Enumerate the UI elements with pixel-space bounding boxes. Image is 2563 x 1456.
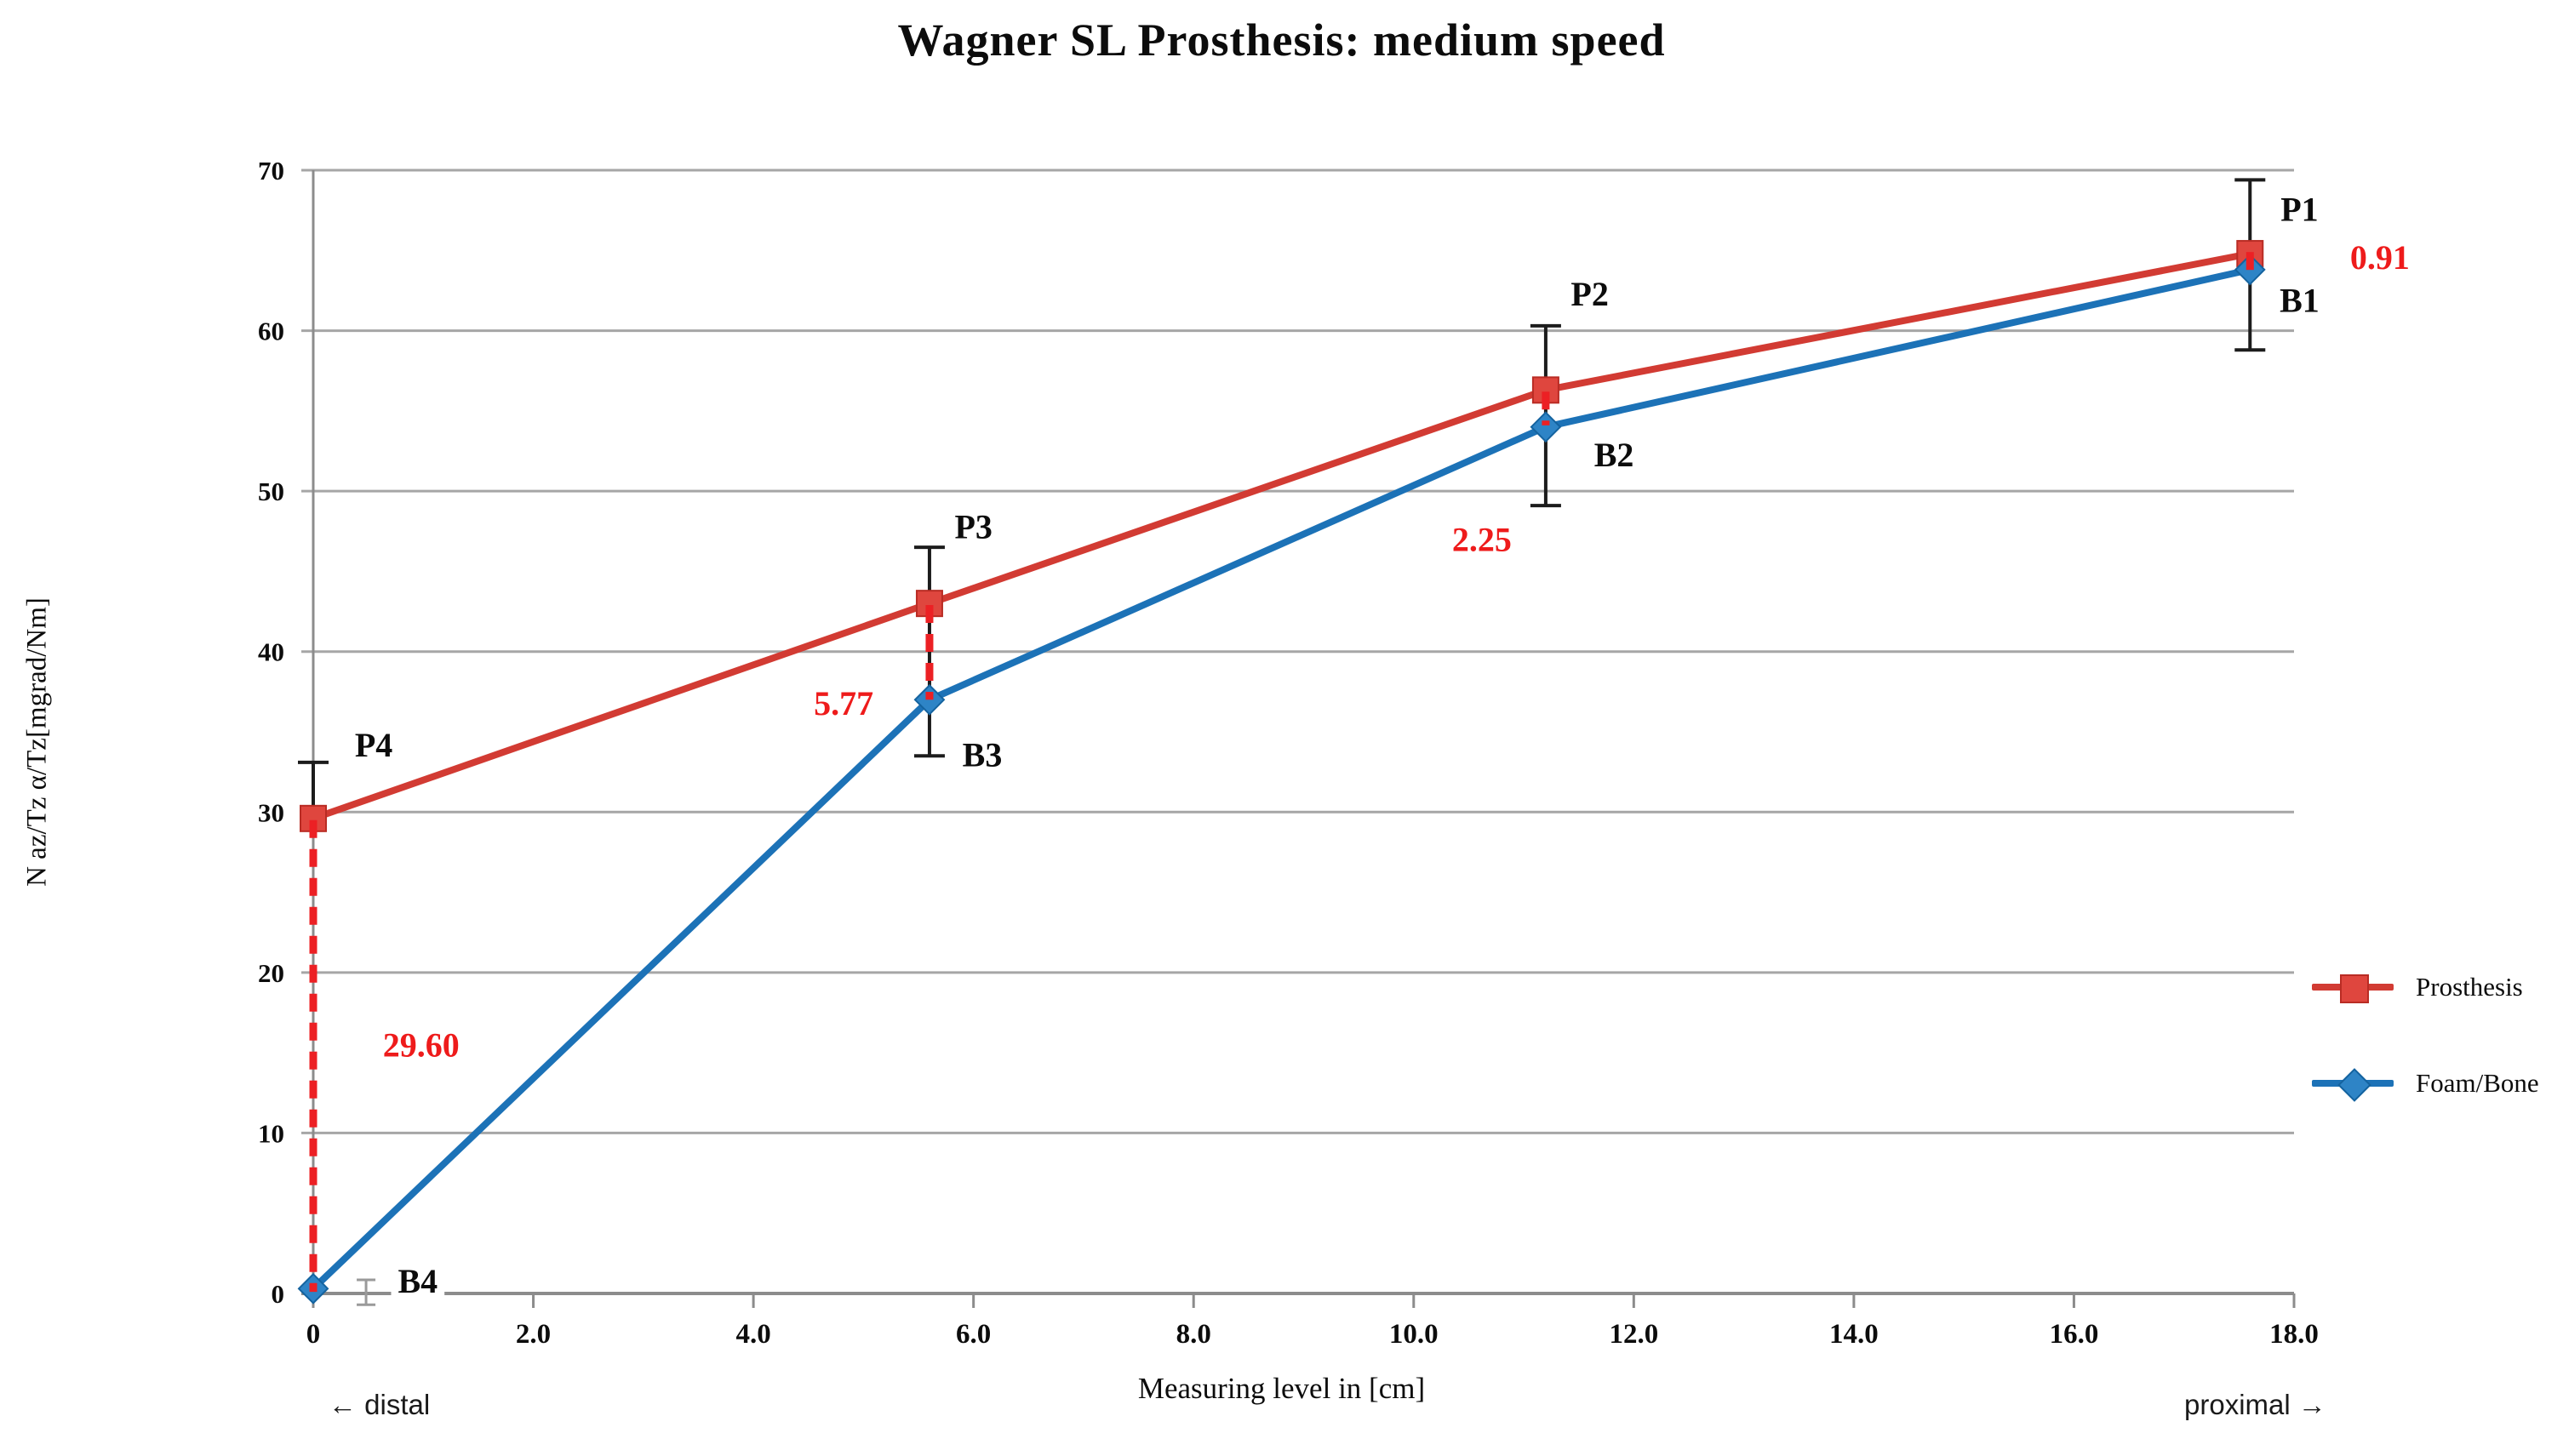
- foam-bone-line-marker-icon: [2312, 1065, 2394, 1102]
- legend-item-foam-bone: Foam/Bone: [2312, 1065, 2539, 1102]
- prosthesis-line-marker-icon: [2312, 968, 2394, 1006]
- label-background: [375, 1024, 466, 1066]
- point-label: P3: [954, 508, 992, 546]
- label-background: [1587, 433, 1641, 476]
- error-bars: [298, 178, 2266, 1306]
- y-tick-label: 30: [258, 797, 284, 827]
- label-background: [2343, 236, 2417, 278]
- difference-value-label: 29.60: [383, 1026, 460, 1065]
- difference-value-label: 0.91: [2350, 238, 2410, 277]
- label-background: [1564, 273, 1616, 316]
- point-label: B1: [2280, 282, 2320, 320]
- legend-item-prosthesis: Prosthesis: [2312, 968, 2539, 1006]
- label-background: [347, 724, 400, 767]
- label-background: [807, 682, 881, 725]
- point-label: B2: [1594, 436, 1634, 474]
- gridlines: [301, 168, 2294, 1295]
- legend-label-foam-bone: Foam/Bone: [2416, 1068, 2539, 1098]
- proximal-note: proximal →: [2184, 1389, 2326, 1420]
- x-tick-label: 2.0: [516, 1319, 551, 1350]
- marker-diamond: [1530, 411, 1562, 443]
- y-tick-label: 10: [258, 1118, 284, 1148]
- chart-title: Wagner SL Prosthesis: medium speed: [897, 14, 1666, 66]
- series-foam-bone: [297, 254, 2266, 1305]
- series-prosthesis: [300, 240, 2264, 832]
- distal-note: ← distal: [329, 1389, 431, 1420]
- difference-value-label: 2.25: [1452, 521, 1512, 559]
- series-line-prosthesis: [310, 250, 2254, 822]
- y-tick-labels: 0 10 20 30 40 50 60 70: [258, 156, 284, 1309]
- x-tick-label: 0: [306, 1319, 321, 1350]
- x-tick-label: 16.0: [2050, 1319, 2099, 1350]
- x-tick-labels: 0 2.0 4.0 6.0 8.0 10.0 12.0 14.0 16.0 18.0: [306, 1319, 2319, 1350]
- label-background: [955, 734, 1010, 776]
- y-tick-label: 70: [258, 156, 284, 186]
- difference-labels: 29.60 5.77 2.25 0.91: [375, 236, 2417, 1066]
- x-tick-label: 18.0: [2269, 1319, 2319, 1350]
- label-background: [391, 1259, 445, 1302]
- x-tick-label: 12.0: [1609, 1319, 1658, 1350]
- series-line-foam-bone: [310, 266, 2254, 1293]
- point-labels: P4 B4 P3 B3 P2 B2 P1 B1: [347, 188, 2326, 1302]
- label-background: [947, 505, 999, 548]
- x-axis-title: Measuring level in [cm]: [1137, 1372, 1426, 1405]
- point-label: P4: [355, 726, 392, 764]
- y-tick-label: 60: [258, 317, 284, 346]
- x-tick-label: 8.0: [1176, 1319, 1211, 1350]
- x-tick-label: 6.0: [956, 1319, 991, 1350]
- point-label: P1: [2280, 190, 2318, 228]
- axes: [301, 170, 2296, 1308]
- label-background: [2273, 279, 2326, 322]
- difference-value-label: 5.77: [814, 684, 873, 722]
- legend: Prosthesis Foam/Bone: [2312, 968, 2539, 1161]
- label-background: [1445, 518, 1519, 561]
- x-tick-label: 14.0: [1829, 1319, 1879, 1350]
- legend-label-prosthesis: Prosthesis: [2416, 972, 2523, 1002]
- x-tick-label: 4.0: [735, 1319, 770, 1350]
- point-label: B4: [398, 1262, 438, 1300]
- label-background: [2274, 188, 2326, 231]
- y-tick-label: 20: [258, 958, 284, 988]
- x-tick-label: 10.0: [1389, 1319, 1439, 1350]
- difference-lines: [309, 252, 2254, 1293]
- y-tick-label: 0: [272, 1279, 285, 1309]
- point-label: B3: [963, 735, 1003, 774]
- point-label: P2: [1570, 275, 1608, 313]
- y-tick-label: 50: [258, 477, 284, 506]
- y-tick-label: 40: [258, 637, 284, 667]
